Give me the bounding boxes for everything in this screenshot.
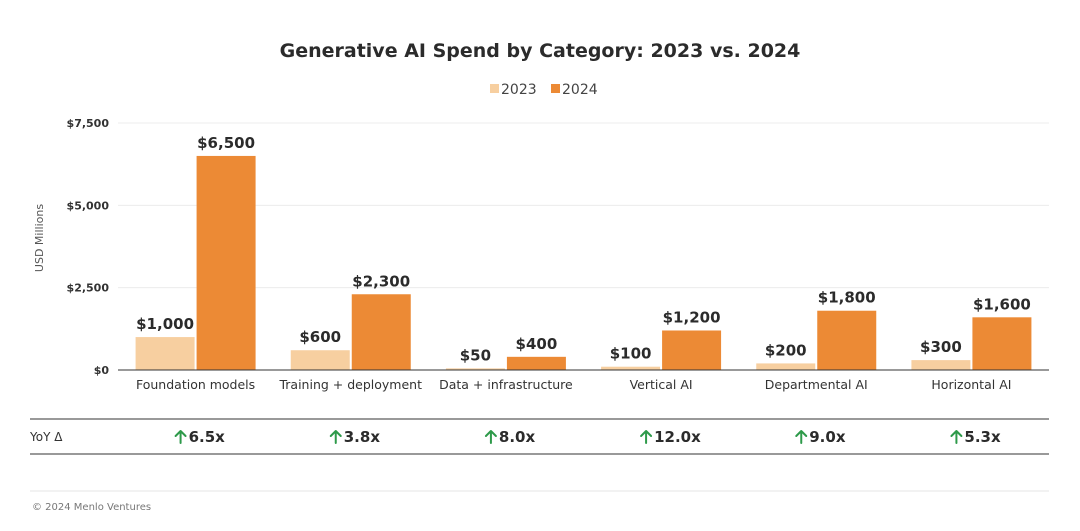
bar-2024 (972, 317, 1032, 370)
yoy-value: 6.5x (189, 428, 226, 446)
up-arrow-icon (950, 430, 963, 444)
data-label-2023: $600 (299, 328, 341, 346)
up-arrow-icon (795, 430, 808, 444)
grid (118, 122, 1049, 289)
x-tick-label: Vertical AI (630, 377, 693, 392)
bar-2024 (662, 330, 722, 370)
bar-2024 (196, 155, 256, 370)
legend-label-2024: 2024 (562, 82, 598, 98)
x-tick-label: Data + infrastructure (439, 377, 573, 392)
bar-2023 (135, 337, 195, 370)
x-tick-label: Training + deployment (278, 377, 422, 392)
data-label-2024: $400 (516, 335, 558, 353)
bar-2023 (601, 366, 661, 370)
up-arrow-icon (174, 430, 187, 444)
bar-2024 (817, 310, 877, 370)
bar-2023 (911, 360, 971, 370)
yoy-item: 8.0x (484, 428, 536, 446)
data-label-2024: $2,300 (352, 272, 410, 290)
legend-swatch-2023 (490, 84, 499, 93)
data-label-2023: $50 (460, 346, 491, 364)
yoy-label: YoY Δ (29, 430, 63, 444)
x-tick-label: Departmental AI (765, 377, 868, 392)
data-label-2023: $100 (610, 345, 652, 363)
yoy-item: 3.8x (329, 428, 381, 446)
y-axis-label: USD Millions (33, 204, 46, 272)
yoy-row: 6.5x 3.8x 8.0x 12.0x 9.0x 5.3x (174, 428, 1001, 446)
bars: $1,000 $6,500 $600 $2,300 $50 $400 $100 $1,200 $… (135, 134, 1032, 370)
up-arrow-icon (640, 430, 653, 444)
legend: 2023 2024 (490, 82, 598, 98)
bar-2023 (445, 368, 505, 370)
up-arrow-icon (329, 430, 342, 444)
y-tick-label: $7,500 (67, 117, 110, 130)
data-label-2023: $300 (920, 338, 962, 356)
yoy-item: 12.0x (640, 428, 701, 446)
yoy-value: 5.3x (964, 428, 1001, 446)
data-label-2023: $1,000 (136, 315, 194, 333)
yoy-item: 6.5x (174, 428, 226, 446)
data-label-2023: $200 (765, 341, 807, 359)
legend-swatch-2024 (551, 84, 560, 93)
data-label-2024: $1,800 (818, 289, 876, 307)
x-tick-label: Foundation models (136, 377, 255, 392)
yoy-value: 9.0x (809, 428, 846, 446)
y-tick-label: $5,000 (67, 199, 110, 212)
bar-2023 (290, 350, 350, 370)
y-tick-label: $0 (94, 364, 110, 377)
up-arrow-icon (484, 430, 497, 444)
yoy-value: 12.0x (654, 428, 701, 446)
y-tick-label: $2,500 (67, 282, 110, 295)
legend-label-2023: 2023 (501, 82, 537, 98)
bar-2024 (506, 356, 566, 370)
data-label-2024: $1,200 (663, 308, 721, 326)
yoy-item: 9.0x (795, 428, 846, 446)
yoy-item: 5.3x (950, 428, 1001, 446)
chart-title: Generative AI Spend by Category: 2023 vs… (280, 40, 801, 62)
data-label-2024: $6,500 (197, 134, 255, 152)
x-tick-label: Horizontal AI (931, 377, 1011, 392)
bar-2023 (756, 363, 816, 370)
footer-copyright: © 2024 Menlo Ventures (32, 502, 151, 513)
bar-2024 (351, 294, 411, 370)
yoy-value: 8.0x (499, 428, 536, 446)
y-axis-ticks: $0 $2,500 $5,000 $7,500 (67, 117, 110, 377)
x-axis-ticks: Foundation models Training + deployment Da… (136, 377, 1011, 392)
data-label-2024: $1,600 (973, 295, 1031, 313)
yoy-value: 3.8x (344, 428, 381, 446)
